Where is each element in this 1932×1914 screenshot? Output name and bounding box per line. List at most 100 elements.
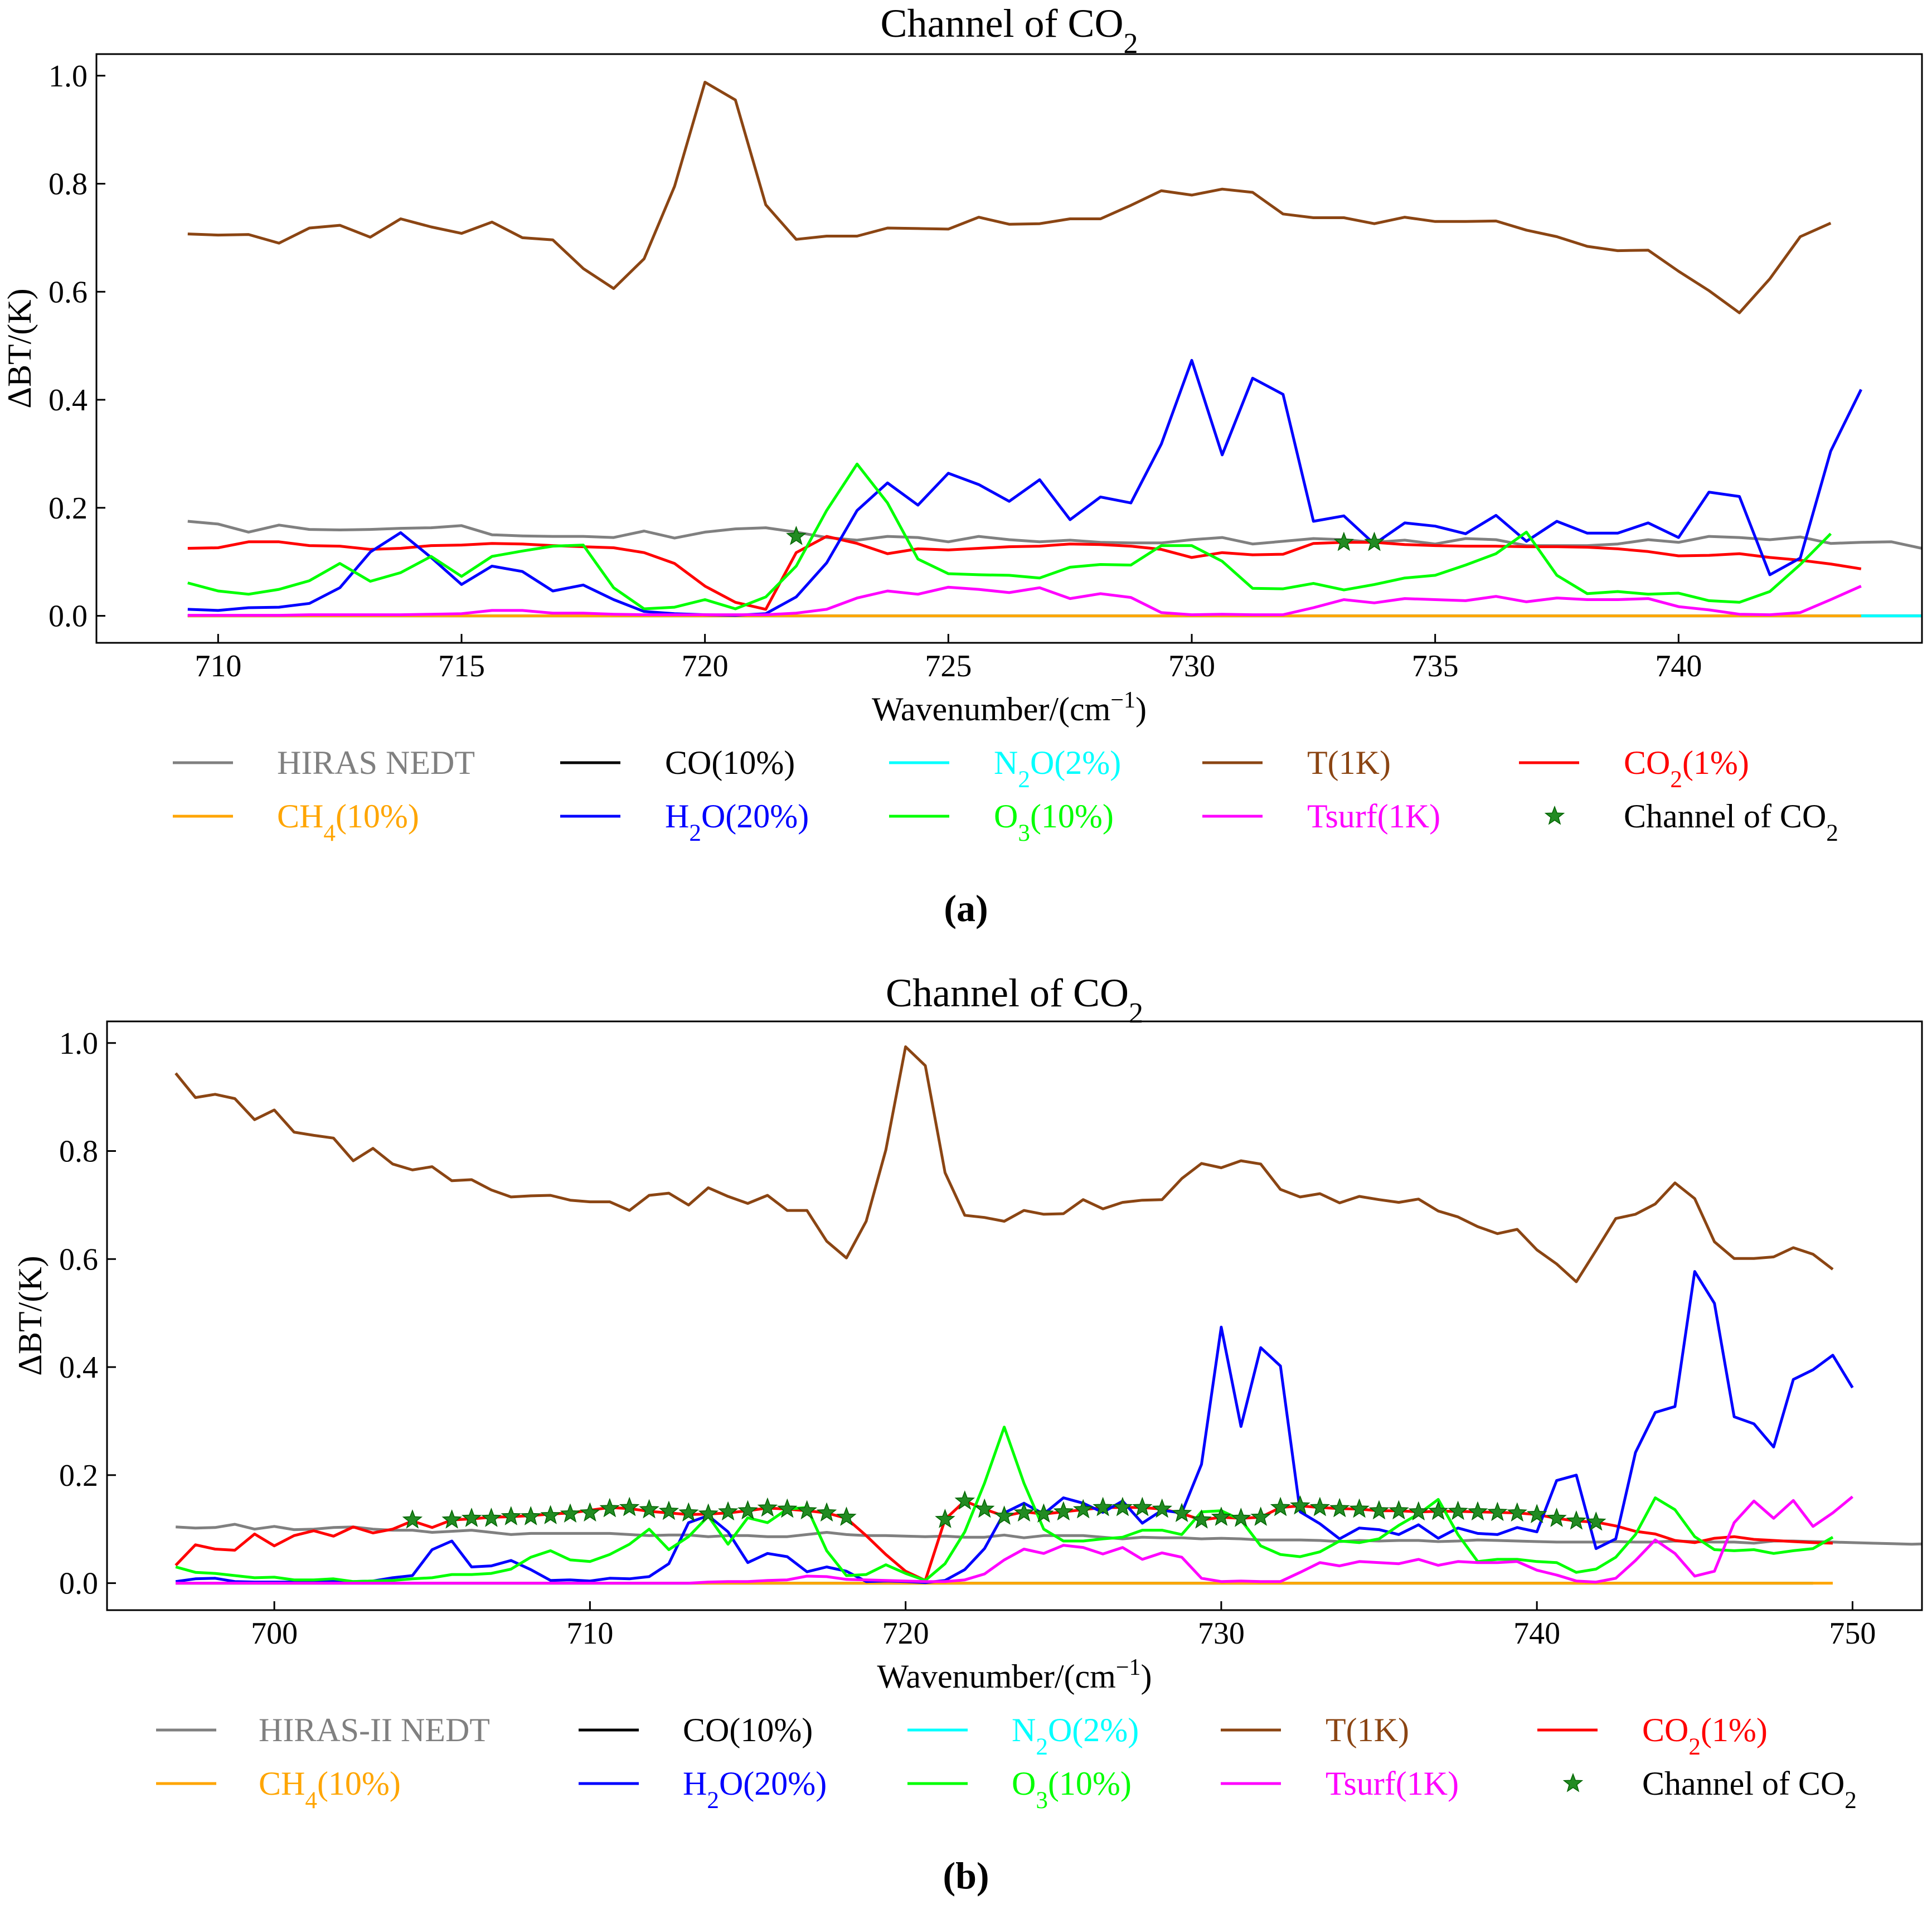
legend-item: H2O(20%) xyxy=(579,1765,827,1814)
co2-channel-marker xyxy=(797,1500,817,1520)
co2-channel-marker xyxy=(1072,1499,1094,1519)
co2-channel-marker xyxy=(678,1502,699,1522)
x-axis-label: Wavenumber/(cm−1) xyxy=(877,1655,1152,1695)
co2-channel-marker xyxy=(599,1498,620,1518)
legend-item: HIRAS-II NEDT xyxy=(156,1712,490,1748)
legend-item: O3(10%) xyxy=(907,1765,1132,1814)
co2-channel-marker xyxy=(481,1508,502,1527)
co2-channel-marker xyxy=(1033,1503,1054,1523)
series-line-t xyxy=(174,1045,1834,1283)
series-line-o3 xyxy=(187,462,1832,610)
legend-item: CO2(1%) xyxy=(1537,1712,1768,1760)
co2-channel-marker xyxy=(1349,1498,1370,1518)
legend: HIRAS NEDT CO(10%) N2O(2%) T(1K) CO2(1%) CH4(… xyxy=(173,744,1838,846)
legend-item: H2O(20%) xyxy=(560,798,809,846)
x-tick-label: 720 xyxy=(682,649,729,684)
co2-channel-marker xyxy=(994,1505,1014,1525)
legend-label: HIRAS NEDT xyxy=(277,744,475,781)
x-tick-label: 730 xyxy=(1168,649,1215,684)
y-axis-label: ΔBT/(K) xyxy=(1,288,38,408)
legend-label: O3(10%) xyxy=(994,798,1114,846)
co2-channel-marker xyxy=(1586,1511,1606,1531)
chart-title: Channel of CO2 xyxy=(886,971,1143,1029)
co2-channel-marker xyxy=(461,1508,482,1527)
co2-channel-marker xyxy=(520,1506,541,1525)
x-tick-label: 710 xyxy=(566,1616,613,1651)
series-line-tsurf xyxy=(176,1495,1853,1585)
co2-channel-marker xyxy=(1507,1502,1527,1522)
co2-channel-marker xyxy=(1171,1503,1192,1523)
co2-channel-marker xyxy=(1329,1498,1350,1518)
y-tick-label: 0.8 xyxy=(48,167,88,202)
y-tick-label: 0.2 xyxy=(48,491,88,526)
co2-channel-marker xyxy=(1467,1501,1488,1521)
legend-item: Tsurf(1K) xyxy=(1202,798,1440,835)
legend-label: CH4(10%) xyxy=(259,1765,401,1814)
legend-label: Channel of CO2 xyxy=(1624,798,1838,846)
co2-channel-marker xyxy=(786,525,807,545)
x-tick-label: 740 xyxy=(1513,1616,1560,1651)
co2-channel-marker xyxy=(1053,1501,1074,1521)
legend-item: Channel of CO2 xyxy=(1544,798,1838,846)
y-tick-label: 0.4 xyxy=(48,383,88,418)
y-axis-label: ΔBT/(K) xyxy=(12,1256,48,1375)
co2-channel-marker xyxy=(1566,1510,1587,1530)
co2-channel-marker xyxy=(1093,1496,1113,1516)
co2-channel-marker xyxy=(1309,1496,1331,1516)
legend-item: Tsurf(1K) xyxy=(1221,1765,1459,1802)
co2-channel-marker xyxy=(1290,1495,1310,1515)
legend-label: T(1K) xyxy=(1326,1712,1409,1748)
co2-channel-marker xyxy=(1368,1500,1390,1520)
co2-channel-marker xyxy=(639,1499,659,1519)
legend-label: O3(10%) xyxy=(1012,1765,1132,1814)
x-tick-label: 740 xyxy=(1655,649,1702,684)
y-tick-label: 0.6 xyxy=(48,275,88,309)
co2-channel-marker xyxy=(1250,1506,1271,1526)
co2-channel-marker xyxy=(1112,1496,1133,1516)
co2-channel-marker xyxy=(737,1500,758,1520)
x-axis-label: Wavenumber/(cm−1) xyxy=(872,687,1147,728)
legend-label: HIRAS-II NEDT xyxy=(259,1712,490,1748)
y-tick-label: 0.6 xyxy=(59,1242,98,1277)
co2-channel-marker xyxy=(777,1498,798,1518)
x-tick-label: 730 xyxy=(1198,1616,1245,1651)
series-line-h2o xyxy=(175,1270,1854,1584)
co2-channel-marker xyxy=(1333,531,1355,551)
co2-channel-marker xyxy=(1231,1508,1251,1527)
y-tick-label: 0.0 xyxy=(59,1567,98,1601)
legend-label: CH4(10%) xyxy=(277,798,419,846)
legend-item: N2O(2%) xyxy=(889,744,1121,793)
series-line-h2o xyxy=(187,358,1863,617)
legend-item: N2O(2%) xyxy=(907,1712,1139,1760)
series-line-t xyxy=(187,80,1832,314)
x-tick-label: 715 xyxy=(438,649,485,684)
co2-channel-marker xyxy=(580,1502,600,1522)
y-tick-label: 0.4 xyxy=(59,1350,98,1385)
co2-channel-marker xyxy=(1408,1501,1429,1521)
y-tick-label: 1.0 xyxy=(59,1026,98,1061)
series-lines xyxy=(174,1045,1922,1585)
legend-label: CO(10%) xyxy=(665,744,795,781)
co2-channel-marker xyxy=(974,1498,995,1518)
y-tick-label: 1.0 xyxy=(48,59,88,94)
co2-channel-marker xyxy=(757,1497,778,1517)
co2-channel-marker xyxy=(1211,1506,1232,1526)
series-line-o3 xyxy=(175,1426,1834,1583)
co2-channel-marker xyxy=(1270,1496,1291,1516)
co2-channel-marker xyxy=(1132,1496,1153,1516)
co2-channel-marker xyxy=(954,1490,975,1510)
x-tick-label: 750 xyxy=(1829,1616,1876,1651)
co2-channel-marker xyxy=(1546,1508,1567,1527)
co2-channel-marker xyxy=(1364,531,1385,551)
panel-label: (a) xyxy=(944,887,988,929)
x-tick-label: 735 xyxy=(1412,649,1459,684)
legend-label: H2O(20%) xyxy=(665,798,809,846)
chart-panel-a: Channel of CO2 710 715 720 725 730 735 740 0.0 0.… xyxy=(1,1,1923,846)
legend-item: T(1K) xyxy=(1202,744,1391,781)
legend-star-swatch xyxy=(1544,805,1565,825)
series-lines xyxy=(187,80,1922,618)
legend-item: T(1K) xyxy=(1221,1712,1409,1748)
panel-label: (b) xyxy=(943,1854,989,1897)
x-tick-label: 720 xyxy=(882,1616,929,1651)
legend-item: CH4(10%) xyxy=(156,1765,401,1814)
